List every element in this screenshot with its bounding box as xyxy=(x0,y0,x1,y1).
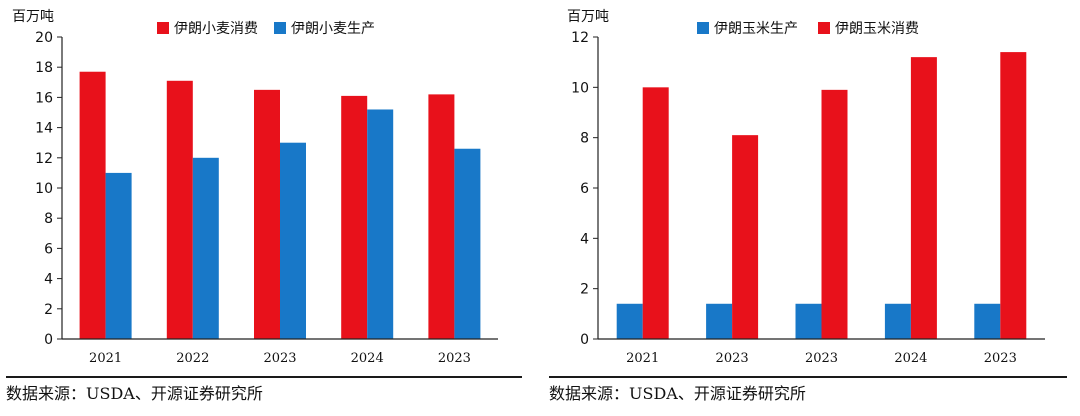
source-note-left: 数据来源：USDA、开源证券研究所 xyxy=(6,384,263,403)
legend-swatch-0 xyxy=(157,22,169,34)
y-tick-label: 10 xyxy=(571,80,589,96)
source-divider-left xyxy=(6,376,522,378)
y-tick-label: 14 xyxy=(35,121,53,137)
bar-series-b xyxy=(910,57,937,340)
y-tick-label: 2 xyxy=(44,302,53,318)
y-tick-label: 8 xyxy=(44,211,53,227)
bar-series-b xyxy=(192,157,219,339)
x-tick-label: 2023 xyxy=(263,351,296,366)
y-unit-label: 百万吨 xyxy=(567,9,609,25)
bar-series-b xyxy=(454,148,481,339)
x-tick-label: 2023 xyxy=(716,351,749,366)
bar-series-a xyxy=(254,89,280,339)
bar-series-a xyxy=(974,303,1001,339)
bar-series-a xyxy=(341,95,368,339)
bar-series-a xyxy=(79,71,106,339)
y-tick-label: 10 xyxy=(35,181,53,197)
x-tick-label: 2021 xyxy=(626,351,659,366)
bar-series-b xyxy=(732,135,759,339)
legend-label-0: 伊朗小麦消费 xyxy=(174,21,258,37)
source-note-right: 数据来源：USDA、开源证券研究所 xyxy=(549,384,806,403)
bar-series-a xyxy=(428,94,455,339)
bar-series-a xyxy=(706,303,733,339)
x-tick-label: 2023 xyxy=(805,351,838,366)
y-tick-label: 8 xyxy=(580,131,589,147)
legend-swatch-0 xyxy=(697,22,709,34)
y-tick-label: 0 xyxy=(580,332,589,348)
y-tick-label: 6 xyxy=(44,241,53,257)
y-tick-label: 16 xyxy=(35,90,53,106)
bar-series-a xyxy=(795,303,822,339)
legend-swatch-1 xyxy=(274,22,286,34)
y-tick-label: 2 xyxy=(580,282,589,298)
bar-series-b xyxy=(1000,52,1027,339)
y-tick-label: 6 xyxy=(580,181,589,197)
legend-label-1: 伊朗玉米消费 xyxy=(835,21,919,37)
legend-swatch-1 xyxy=(818,22,830,34)
y-tick-label: 18 xyxy=(35,60,53,76)
y-unit-label: 百万吨 xyxy=(12,9,54,25)
bar-series-b xyxy=(821,89,848,339)
x-tick-label: 2023 xyxy=(984,351,1017,366)
legend-label-0: 伊朗玉米生产 xyxy=(714,21,798,37)
y-tick-label: 12 xyxy=(571,30,589,46)
bar-series-a xyxy=(166,80,193,339)
x-tick-label: 2023 xyxy=(438,351,471,366)
x-tick-label: 2024 xyxy=(894,351,927,366)
y-tick-label: 0 xyxy=(44,332,53,348)
x-tick-label: 2024 xyxy=(351,351,384,366)
y-tick-label: 4 xyxy=(580,231,589,247)
bar-series-b xyxy=(642,87,669,339)
bar-series-b xyxy=(367,109,394,339)
y-tick-label: 12 xyxy=(35,151,53,167)
x-tick-label: 2021 xyxy=(89,351,122,366)
x-tick-label: 2022 xyxy=(176,351,209,366)
bar-series-a xyxy=(884,303,911,339)
bar-series-a xyxy=(616,303,643,339)
bar-series-b xyxy=(105,172,132,339)
legend-label-1: 伊朗小麦生产 xyxy=(291,21,375,37)
y-tick-label: 4 xyxy=(44,272,53,288)
source-divider-right xyxy=(549,376,1067,378)
bar-series-b xyxy=(280,142,306,339)
y-tick-label: 20 xyxy=(35,30,53,46)
